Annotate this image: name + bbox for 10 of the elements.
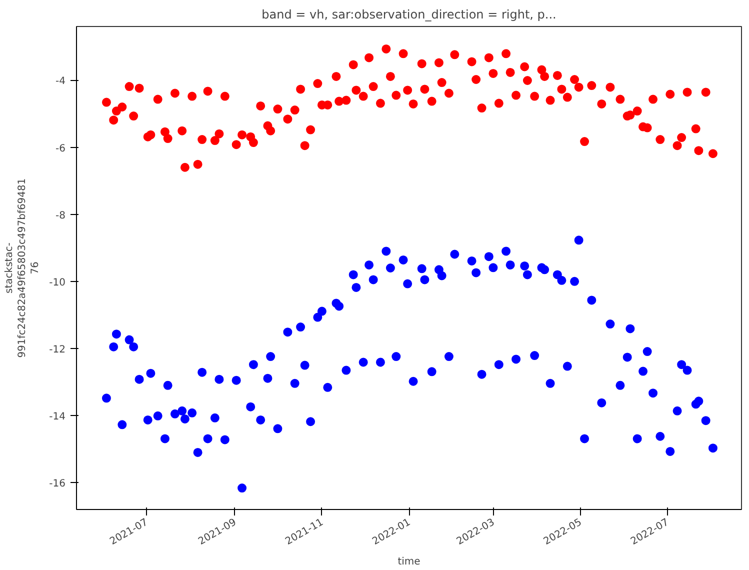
y-tick-label: -8 <box>56 210 66 222</box>
chart-title: band = vh, sar:observation_direction = right, p... <box>262 8 556 22</box>
y-tick-label: -10 <box>49 277 66 288</box>
y-tick-label: -12 <box>49 344 66 356</box>
y-tick-label: -14 <box>49 412 66 423</box>
y-tick-label: -6 <box>56 143 66 154</box>
y-axis-title: stackstac- 991fc24c82a49f65803c497bf69481 76 <box>4 178 42 358</box>
y-tick-label: -4 <box>56 76 66 88</box>
y-tick-label: -16 <box>49 478 66 490</box>
x-axis-title: time <box>398 556 420 568</box>
